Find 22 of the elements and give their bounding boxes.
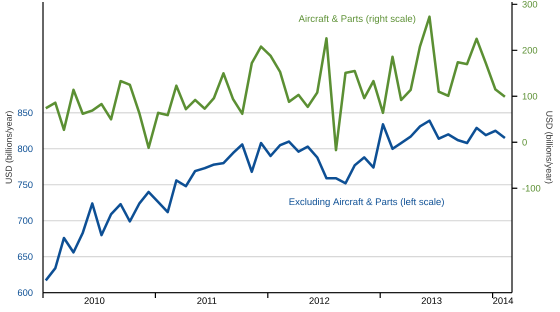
x-tick-label: 2012 bbox=[309, 297, 330, 304]
y2-tick-label: 100 bbox=[522, 92, 538, 100]
y-tick-label: 850 bbox=[18, 110, 33, 116]
y-tick-label: 700 bbox=[18, 217, 33, 224]
line-series bbox=[44, 15, 506, 152]
y-tick-label: 600 bbox=[18, 289, 33, 296]
x-tick-label: 2010 bbox=[84, 297, 104, 304]
y-tick-label: 650 bbox=[18, 253, 33, 260]
y2-tick-label: -100 bbox=[522, 184, 540, 192]
series-label: Aircraft & Parts (right scale) bbox=[298, 14, 416, 24]
y2-tick-label: 300 bbox=[522, 1, 538, 8]
x-tick-label: 2014 bbox=[493, 297, 514, 304]
text: Excluding Aircraft & Parts (left scale) bbox=[290, 198, 444, 208]
y-tick-label: 800 bbox=[18, 145, 33, 152]
y-axis-title: USD (billions/year) bbox=[5, 111, 14, 184]
y2-tick-label: 0 bbox=[522, 138, 527, 146]
x-tick-label: 2011 bbox=[197, 297, 216, 304]
line-series bbox=[44, 119, 506, 282]
x-tick-label: 2013 bbox=[422, 297, 442, 304]
y-tick-label: 750 bbox=[18, 181, 33, 188]
y2-tick-label: 200 bbox=[522, 47, 538, 54]
y2-axis-title: USD (billions/year) bbox=[544, 111, 553, 184]
